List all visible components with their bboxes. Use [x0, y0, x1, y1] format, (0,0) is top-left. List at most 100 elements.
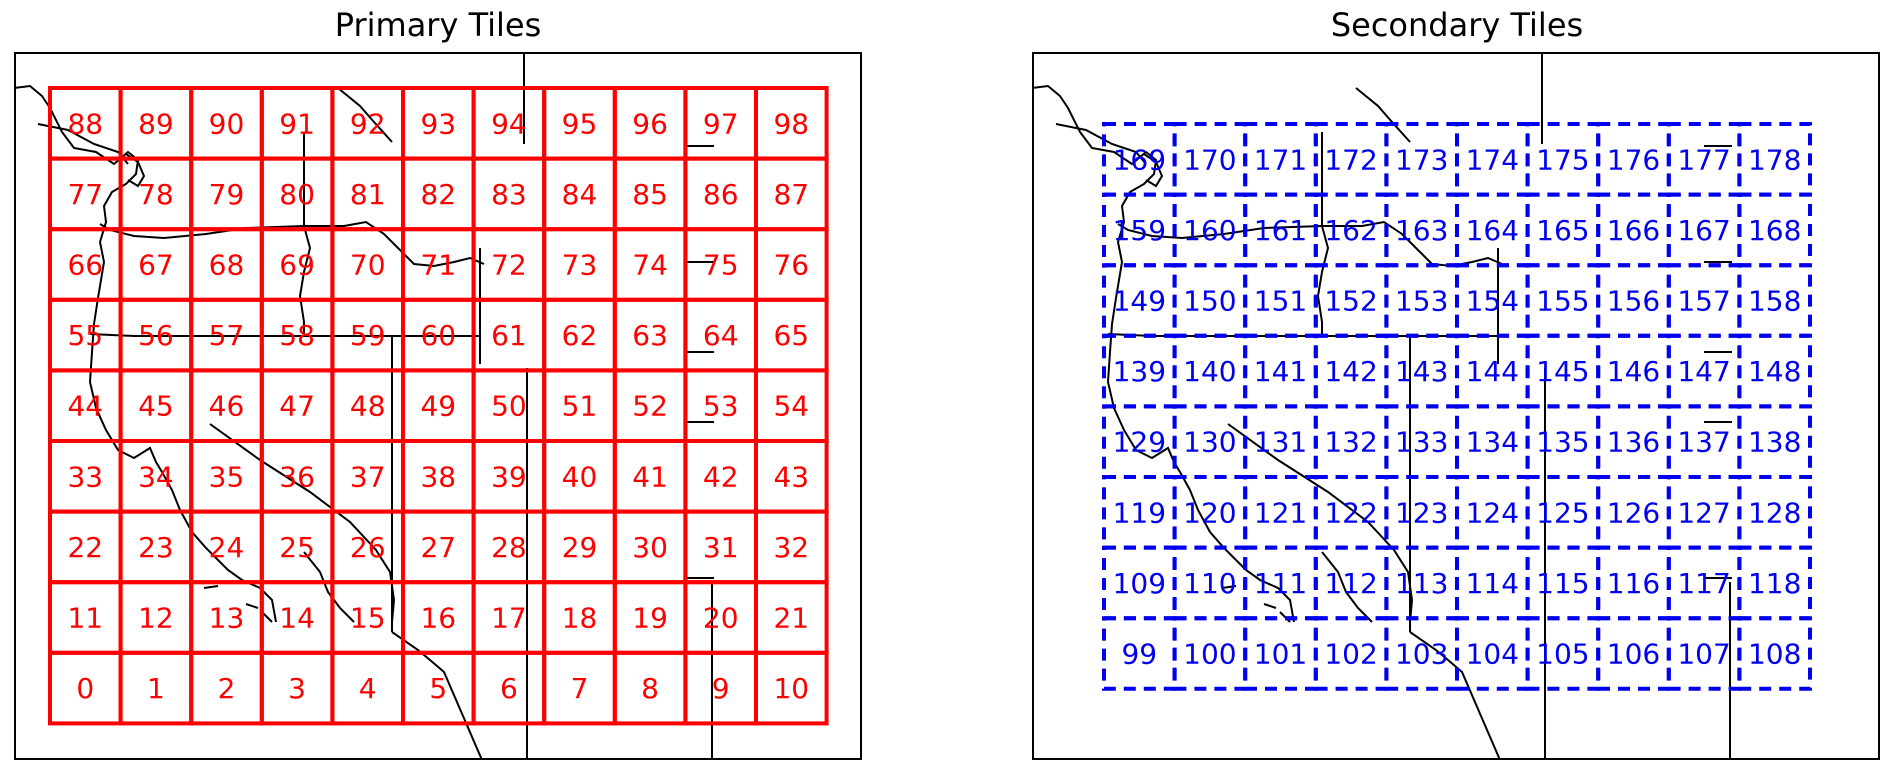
secondary-map-frame [1032, 52, 1880, 760]
tile-label: 131 [1254, 426, 1307, 459]
boundary-line [391, 631, 483, 760]
tile-label: 15 [350, 602, 386, 635]
tile-label: 117 [1677, 567, 1730, 600]
tile-label: 173 [1395, 143, 1448, 176]
tile-label: 137 [1677, 426, 1730, 459]
tile-label: 108 [1748, 638, 1801, 671]
tile-label: 35 [209, 460, 245, 493]
tile-label: 52 [632, 390, 668, 423]
tile-label: 145 [1536, 355, 1589, 388]
tile-label: 123 [1395, 496, 1448, 529]
primary-map-boundaries [14, 52, 714, 760]
tile-label: 110 [1183, 567, 1236, 600]
tile-label: 139 [1113, 355, 1166, 388]
tile-label: 100 [1183, 638, 1236, 671]
tile-label: 48 [350, 390, 386, 423]
tile-label: 149 [1113, 285, 1166, 318]
boundary-line [1227, 423, 1414, 623]
boundary-line [99, 220, 485, 268]
tile-label: 1 [147, 672, 165, 705]
tile-label: 158 [1748, 285, 1801, 318]
tile-label: 163 [1395, 214, 1448, 247]
tile-label: 75 [703, 249, 739, 282]
boundary-line [303, 551, 355, 623]
tile-label: 49 [420, 390, 456, 423]
tile-label: 79 [209, 178, 245, 211]
tile-label: 91 [279, 107, 315, 140]
tile-label: 107 [1677, 638, 1730, 671]
tile-label: 64 [703, 319, 739, 352]
tile-label: 29 [562, 531, 598, 564]
boundary-line [1032, 84, 1295, 623]
tile-label: 97 [703, 107, 739, 140]
tile-cell [1737, 263, 1813, 338]
tile-label: 23 [138, 531, 174, 564]
tile-label: 101 [1254, 638, 1307, 671]
tile-label: 157 [1677, 285, 1730, 318]
tile-label: 151 [1254, 285, 1307, 318]
tile-label: 86 [703, 178, 739, 211]
tile-cell [1737, 122, 1813, 197]
tile-label: 56 [138, 319, 174, 352]
tile-label: 178 [1748, 143, 1801, 176]
tile-label: 4 [359, 672, 377, 705]
tile-label: 33 [67, 460, 103, 493]
tile-label: 114 [1466, 567, 1519, 600]
tile-label: 121 [1254, 496, 1307, 529]
tile-label: 41 [632, 460, 668, 493]
tile-label: 7 [571, 672, 589, 705]
tile-label: 32 [773, 531, 809, 564]
tile-label: 78 [138, 178, 174, 211]
tile-label: 51 [562, 390, 598, 423]
tile-label: 10 [773, 672, 809, 705]
tile-label: 21 [773, 602, 809, 635]
tile-cell [1737, 545, 1813, 621]
tile-label: 136 [1607, 426, 1660, 459]
tile-label: 37 [350, 460, 386, 493]
primary-map-frame [14, 52, 862, 760]
tile-label: 95 [562, 107, 598, 140]
tile-label: 43 [773, 460, 809, 493]
tile-label: 135 [1536, 426, 1589, 459]
tile-label: 47 [279, 390, 315, 423]
tile-label: 36 [279, 460, 315, 493]
tile-label: 50 [491, 390, 527, 423]
tile-label: 143 [1395, 355, 1448, 388]
boundary-line [14, 84, 277, 623]
tile-cell [1737, 192, 1813, 268]
tile-label: 167 [1677, 214, 1730, 247]
tile-label: 119 [1113, 496, 1166, 529]
tile-cell [1737, 616, 1813, 691]
tile-label: 69 [279, 249, 315, 282]
tile-label: 164 [1466, 214, 1519, 247]
tile-label: 60 [420, 319, 456, 352]
tile-label: 87 [773, 178, 809, 211]
tile-label: 74 [632, 249, 668, 282]
tile-label: 98 [773, 107, 809, 140]
tile-label: 17 [491, 602, 527, 635]
tile-label: 113 [1395, 567, 1448, 600]
tile-label: 90 [209, 107, 245, 140]
tile-label: 170 [1183, 143, 1236, 176]
tile-label: 22 [67, 531, 103, 564]
boundary-line [337, 87, 393, 143]
tile-cell [1737, 333, 1813, 409]
tile-label: 102 [1324, 638, 1377, 671]
tile-label: 155 [1536, 285, 1589, 318]
tile-label: 2 [218, 672, 236, 705]
tile-label: 65 [773, 319, 809, 352]
boundary-line [1143, 153, 1164, 188]
tile-label: 161 [1254, 214, 1307, 247]
tile-label: 46 [209, 390, 245, 423]
tile-label: 124 [1466, 496, 1519, 529]
tile-label: 57 [209, 319, 245, 352]
tile-label: 159 [1113, 214, 1166, 247]
tile-label: 8 [641, 672, 659, 705]
tile-label: 144 [1466, 355, 1519, 388]
tile-label: 13 [209, 602, 245, 635]
tile-label: 76 [773, 249, 809, 282]
tile-label: 62 [562, 319, 598, 352]
tile-label: 83 [491, 178, 527, 211]
tile-label: 77 [67, 178, 103, 211]
